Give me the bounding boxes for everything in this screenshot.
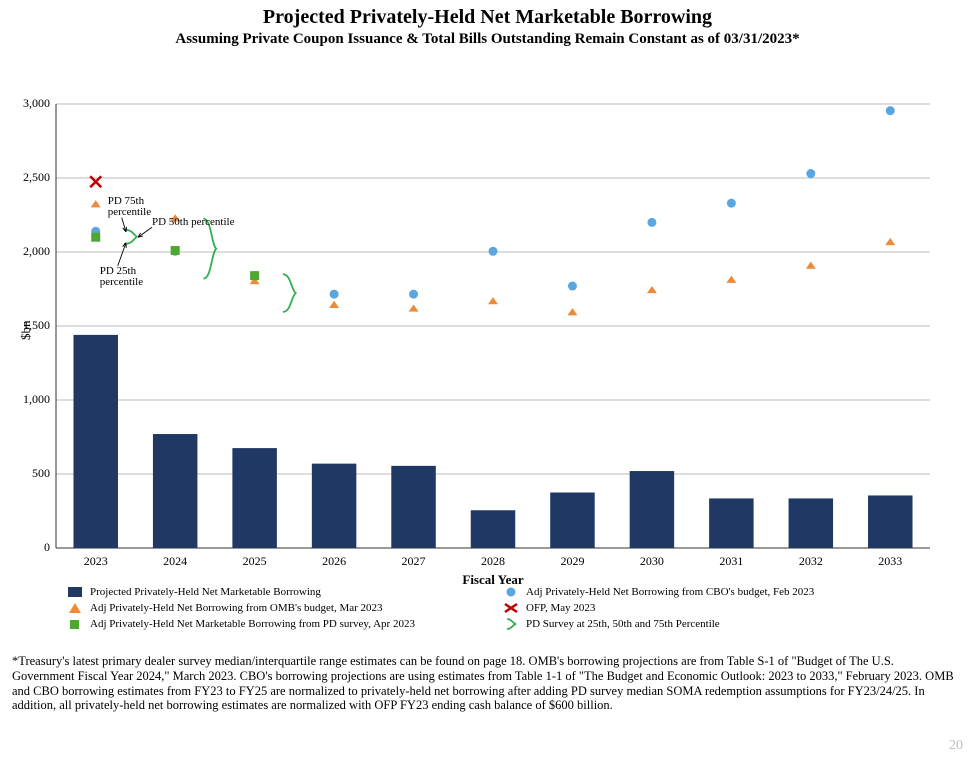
x-tick-label: 2023 [76,554,116,569]
footnote-text: *Treasury's latest primary dealer survey… [12,654,956,713]
legend-label: Adj Privately-Held Net Borrowing from CB… [526,586,814,598]
legend-label: Projected Privately-Held Net Marketable … [90,586,321,598]
y-tick-label: 2,500 [23,170,50,185]
x-tick-label: 2029 [552,554,592,569]
y-tick-label: 1,500 [23,318,50,333]
legend-label: Adj Privately-Held Net Borrowing from OM… [90,602,383,614]
legend-item: Adj Privately-Held Net Borrowing from CB… [502,586,920,598]
y-tick-label: 1,000 [23,392,50,407]
annot-pd50: PD 50th percentile [152,217,234,229]
legend-swatch [502,602,520,614]
legend-item: Adj Privately-Held Net Borrowing from OM… [66,602,484,614]
slide: { "title": "Projected Privately-Held Net… [0,0,975,760]
legend-label: PD Survey at 25th, 50th and 75th Percent… [526,618,720,630]
legend-item: Projected Privately-Held Net Marketable … [66,586,484,598]
x-tick-label: 2028 [473,554,513,569]
legend-swatch [66,602,84,614]
x-tick-label: 2024 [155,554,195,569]
annot-pd75: PD 75th percentile [108,196,151,219]
y-tick-label: 3,000 [23,96,50,111]
y-tick-label: 0 [44,540,50,555]
legend-swatch [66,586,84,598]
x-tick-label: 2030 [632,554,672,569]
legend-item: Adj Privately-Held Net Marketable Borrow… [66,618,484,630]
legend-item: PD Survey at 25th, 50th and 75th Percent… [502,618,920,630]
annot-pd25: PD 25th percentile [100,266,143,289]
x-tick-label: 2027 [394,554,434,569]
legend-swatch [502,618,520,630]
legend-label: OFP, May 2023 [526,602,595,614]
x-tick-label: 2031 [711,554,751,569]
x-tick-label: 2033 [870,554,910,569]
x-tick-label: 2025 [235,554,275,569]
x-tick-label: 2032 [791,554,831,569]
page-number: 20 [949,738,963,754]
y-tick-label: 2,000 [23,244,50,259]
legend-item: OFP, May 2023 [502,602,920,614]
legend: Projected Privately-Held Net Marketable … [66,586,920,630]
y-tick-label: 500 [32,466,50,481]
legend-label: Adj Privately-Held Net Marketable Borrow… [90,618,415,630]
borrowing-chart [0,0,950,588]
x-tick-label: 2026 [314,554,354,569]
legend-swatch [66,618,84,630]
legend-swatch [502,586,520,598]
